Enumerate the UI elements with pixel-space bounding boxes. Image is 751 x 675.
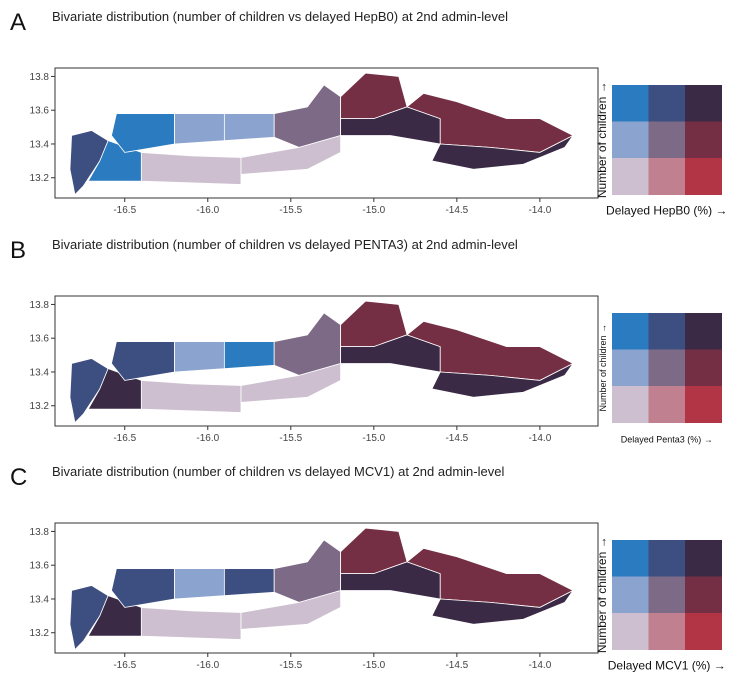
region	[224, 342, 274, 369]
legend-cell	[612, 577, 649, 614]
legend-cell	[649, 350, 686, 387]
legend-x-label: Delayed MCV1 (%) →	[608, 659, 726, 673]
map-panel: B Bivariate distribution (number of child…	[10, 237, 722, 445]
x-tick-label: -14.5	[445, 433, 468, 444]
legend-cell	[685, 577, 722, 614]
x-tick-label: -14.0	[528, 433, 551, 444]
legend-cell	[685, 540, 722, 577]
x-tick-label: -16.5	[113, 205, 136, 216]
legend-cell	[685, 350, 722, 387]
x-tick-label: -15.5	[279, 660, 302, 671]
y-tick-label: 13.2	[30, 401, 50, 412]
x-tick-label: -14.5	[445, 660, 468, 671]
x-tick-label: -15.0	[362, 433, 385, 444]
region	[141, 607, 241, 639]
x-tick-label: -15.5	[279, 433, 302, 444]
y-tick-label: 13.6	[30, 334, 50, 345]
legend-x-label: Delayed Penta3 (%) →	[621, 435, 713, 445]
figure-canvas: A Bivariate distribution (number of child…	[0, 0, 751, 675]
panel-title: Bivariate distribution (number of childr…	[52, 9, 508, 24]
legend-cell	[612, 122, 649, 159]
region	[141, 380, 241, 412]
legend-cell	[685, 158, 722, 195]
figure: A Bivariate distribution (number of child…	[0, 0, 751, 675]
x-tick-label: -14.0	[528, 660, 551, 671]
region	[111, 342, 174, 381]
y-tick-label: 13.8	[30, 527, 50, 538]
legend-cell	[685, 85, 722, 122]
legend-y-label: Number of children →	[595, 536, 609, 653]
region	[224, 569, 274, 596]
legend-cell	[685, 613, 722, 650]
x-tick-label: -15.0	[362, 660, 385, 671]
x-tick-label: -16.0	[196, 660, 219, 671]
y-tick-label: 13.2	[30, 628, 50, 639]
legend-cell	[649, 85, 686, 122]
y-tick-label: 13.8	[30, 300, 50, 311]
region	[111, 569, 174, 608]
legend-cell	[685, 386, 722, 423]
y-tick-label: 13.4	[30, 594, 50, 605]
y-tick-label: 13.6	[30, 561, 50, 572]
legend-y-label: Number of children →	[598, 324, 608, 412]
map-panel: A Bivariate distribution (number of child…	[10, 9, 727, 218]
y-tick-label: 13.4	[30, 139, 50, 150]
x-tick-label: -15.5	[279, 205, 302, 216]
x-tick-label: -15.0	[362, 205, 385, 216]
region	[224, 114, 274, 141]
x-tick-label: -16.0	[196, 433, 219, 444]
map-panel: C Bivariate distribution (number of child…	[10, 464, 726, 673]
x-tick-label: -16.5	[113, 433, 136, 444]
legend-y-label: Number of children →	[595, 81, 609, 198]
legend-cell	[649, 313, 686, 350]
legend-cell	[612, 540, 649, 577]
region	[175, 342, 225, 372]
legend-cell	[649, 386, 686, 423]
y-tick-label: 13.6	[30, 106, 50, 117]
region	[141, 152, 241, 184]
legend-cell	[685, 122, 722, 159]
legend-cell	[649, 158, 686, 195]
panel-letter: B	[10, 237, 26, 264]
legend-cell	[612, 350, 649, 387]
legend-cell	[612, 613, 649, 650]
x-tick-label: -14.5	[445, 205, 468, 216]
y-tick-label: 13.8	[30, 72, 50, 83]
legend-cell	[649, 577, 686, 614]
x-tick-label: -14.0	[528, 205, 551, 216]
region	[111, 114, 174, 153]
legend-cell	[685, 313, 722, 350]
legend-cell	[649, 122, 686, 159]
legend-cell	[649, 613, 686, 650]
legend-cell	[612, 85, 649, 122]
panel-letter: C	[10, 464, 27, 491]
legend-cell	[612, 158, 649, 195]
panel-letter: A	[10, 9, 26, 36]
x-tick-label: -16.5	[113, 660, 136, 671]
legend-cell	[612, 313, 649, 350]
y-tick-label: 13.4	[30, 367, 50, 378]
panel-title: Bivariate distribution (number of childr…	[52, 464, 504, 479]
y-tick-label: 13.2	[30, 173, 50, 184]
region	[175, 569, 225, 599]
legend-x-label: Delayed HepB0 (%) →	[606, 204, 727, 218]
x-tick-label: -16.0	[196, 205, 219, 216]
legend-cell	[649, 540, 686, 577]
region	[175, 114, 225, 144]
panel-title: Bivariate distribution (number of childr…	[52, 237, 518, 252]
legend-cell	[612, 386, 649, 423]
